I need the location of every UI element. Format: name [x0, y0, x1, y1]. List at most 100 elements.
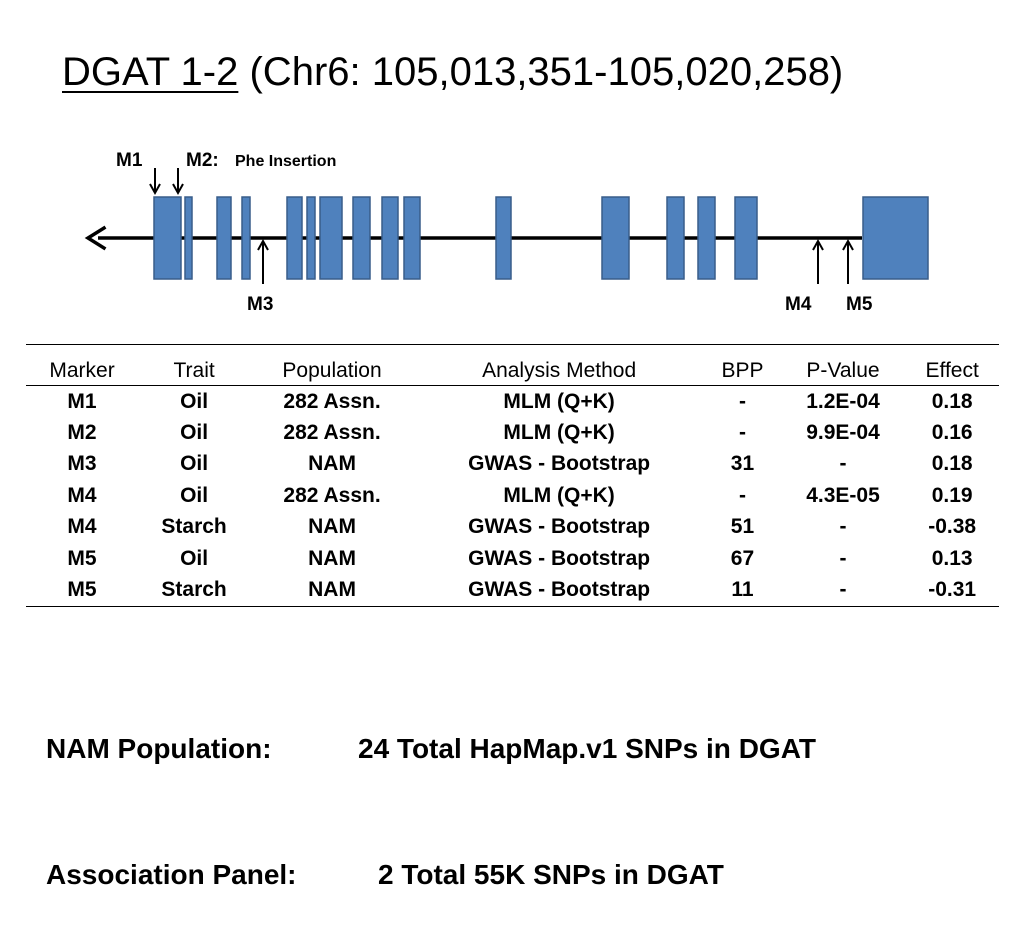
cell-population: 282 Assn.	[283, 421, 381, 445]
cell-p-value: -	[839, 515, 847, 539]
cell-trait: Starch	[161, 578, 227, 602]
marker-m2-arrow-icon	[172, 168, 184, 196]
gene-structure-diagram: M1 M2: Phe Insertion M3 M4 M5	[84, 150, 929, 315]
page-title: DGAT 1-2 (Chr6: 105,013,351-105,020,258)	[62, 50, 843, 95]
column-header-p-value: P-Value	[780, 344, 906, 386]
marker-m4-label: M4	[785, 294, 812, 315]
marker-m5-label: M5	[846, 294, 873, 315]
cell-population: NAM	[308, 452, 356, 476]
cell-trait: Oil	[180, 452, 209, 476]
cell-effect: -0.31	[928, 578, 977, 602]
exon-block	[381, 196, 399, 280]
cell-effect: 0.19	[931, 483, 973, 507]
gene-name: DGAT 1-2	[62, 50, 239, 94]
cell-trait: Oil	[180, 546, 209, 570]
cell-p-value: 1.2E-04	[806, 389, 880, 413]
exon-block	[495, 196, 512, 280]
association-panel-value: 2 Total 55K SNPs in DGAT	[378, 859, 724, 890]
cell-analysis-method: GWAS - Bootstrap	[468, 546, 651, 570]
marker-m2-note: Phe Insertion	[235, 153, 336, 170]
exon-block	[241, 196, 251, 280]
marker-m5-arrow-icon	[842, 238, 854, 284]
cell-marker: M3	[67, 452, 97, 476]
association-panel-label: Association Panel:	[46, 859, 297, 890]
marker-m2-label: M2:	[186, 150, 219, 171]
column-header-trait: Trait	[138, 344, 251, 386]
exon-block	[216, 196, 232, 280]
cell-marker: M5	[67, 578, 97, 602]
cell-trait: Starch	[161, 515, 227, 539]
cell-analysis-method: MLM (Q+K)	[503, 483, 615, 507]
cell-marker: M1	[67, 389, 97, 413]
marker-m3-arrow-icon	[257, 238, 269, 284]
cell-p-value: -	[839, 452, 847, 476]
table-row: M3 Oil NAM GWAS - Bootstrap 31 - 0.18	[26, 449, 999, 480]
cell-analysis-method: GWAS - Bootstrap	[468, 452, 651, 476]
table-row: M1 Oil 282 Assn. MLM (Q+K) - 1.2E-04 0.1…	[26, 386, 999, 418]
column-header-bpp: BPP	[704, 344, 781, 386]
cell-p-value: 4.3E-05	[806, 483, 880, 507]
cell-population: 282 Assn.	[283, 389, 381, 413]
exon-block	[153, 196, 182, 280]
cell-bpp: 51	[730, 515, 755, 539]
column-header-effect: Effect	[905, 344, 999, 386]
column-header-analysis-method: Analysis Method	[413, 344, 705, 386]
cell-bpp: -	[738, 483, 746, 507]
exon-block	[184, 196, 193, 280]
cell-marker: M2	[67, 421, 97, 445]
cell-marker: M4	[67, 483, 97, 507]
cell-analysis-method: MLM (Q+K)	[503, 421, 615, 445]
cell-marker: M4	[67, 515, 97, 539]
cell-analysis-method: GWAS - Bootstrap	[468, 578, 651, 602]
exon-block	[697, 196, 716, 280]
cell-bpp: -	[738, 421, 746, 445]
exon-block	[601, 196, 630, 280]
cell-trait: Oil	[180, 421, 209, 445]
cell-population: NAM	[308, 546, 356, 570]
table-row: M4 Oil 282 Assn. MLM (Q+K) - 4.3E-05 0.1…	[26, 480, 999, 511]
nam-population-value: 24 Total HapMap.v1 SNPs in DGAT	[358, 733, 816, 764]
marker-m1-arrow-icon	[149, 168, 161, 196]
cell-marker: M5	[67, 546, 97, 570]
exon-block	[403, 196, 421, 280]
cell-effect: 0.18	[931, 389, 973, 413]
cell-bpp: 67	[730, 546, 755, 570]
table-row: M2 Oil 282 Assn. MLM (Q+K) - 9.9E-04 0.1…	[26, 417, 999, 448]
cell-analysis-method: MLM (Q+K)	[503, 389, 615, 413]
cell-p-value: -	[839, 578, 847, 602]
exon-block	[862, 196, 929, 280]
cell-population: NAM	[308, 578, 356, 602]
cell-p-value: -	[839, 546, 847, 570]
marker-m4-arrow-icon	[812, 238, 824, 284]
association-results-table: Marker Trait Population Analysis Method …	[26, 344, 999, 607]
exon-block	[306, 196, 316, 280]
cell-trait: Oil	[180, 389, 209, 413]
gene-coordinates: (Chr6: 105,013,351-105,020,258)	[249, 50, 844, 94]
cell-bpp: 11	[731, 578, 754, 602]
exon-block	[734, 196, 758, 280]
cell-bpp: 31	[730, 452, 755, 476]
cell-population: 282 Assn.	[283, 483, 381, 507]
exon-block	[286, 196, 303, 280]
column-header-population: Population	[250, 344, 414, 386]
cell-effect: 0.13	[931, 546, 973, 570]
cell-population: NAM	[308, 515, 356, 539]
direction-arrow-icon	[84, 225, 107, 251]
cell-effect: 0.18	[931, 452, 973, 476]
nam-population-label: NAM Population:	[46, 733, 272, 764]
cell-effect: -0.38	[928, 515, 977, 539]
exon-blocks	[153, 196, 929, 280]
cell-p-value: 9.9E-04	[806, 421, 880, 445]
table-row: M4 Starch NAM GWAS - Bootstrap 51 - -0.3…	[26, 512, 999, 543]
exon-block	[352, 196, 371, 280]
marker-m3-label: M3	[247, 294, 273, 315]
exon-block	[319, 196, 343, 280]
exon-block	[666, 196, 685, 280]
column-header-marker: Marker	[26, 344, 139, 386]
association-panel-line: Association Panel: 2 Total 55K SNPs in DG…	[46, 854, 816, 896]
table-row: M5 Starch NAM GWAS - Bootstrap 11 - -0.3…	[26, 574, 999, 606]
table-header-row: Marker Trait Population Analysis Method …	[26, 344, 999, 386]
cell-effect: 0.16	[931, 421, 973, 445]
marker-m1-label: M1	[116, 150, 143, 171]
table-row: M5 Oil NAM GWAS - Bootstrap 67 - 0.13	[26, 543, 999, 574]
